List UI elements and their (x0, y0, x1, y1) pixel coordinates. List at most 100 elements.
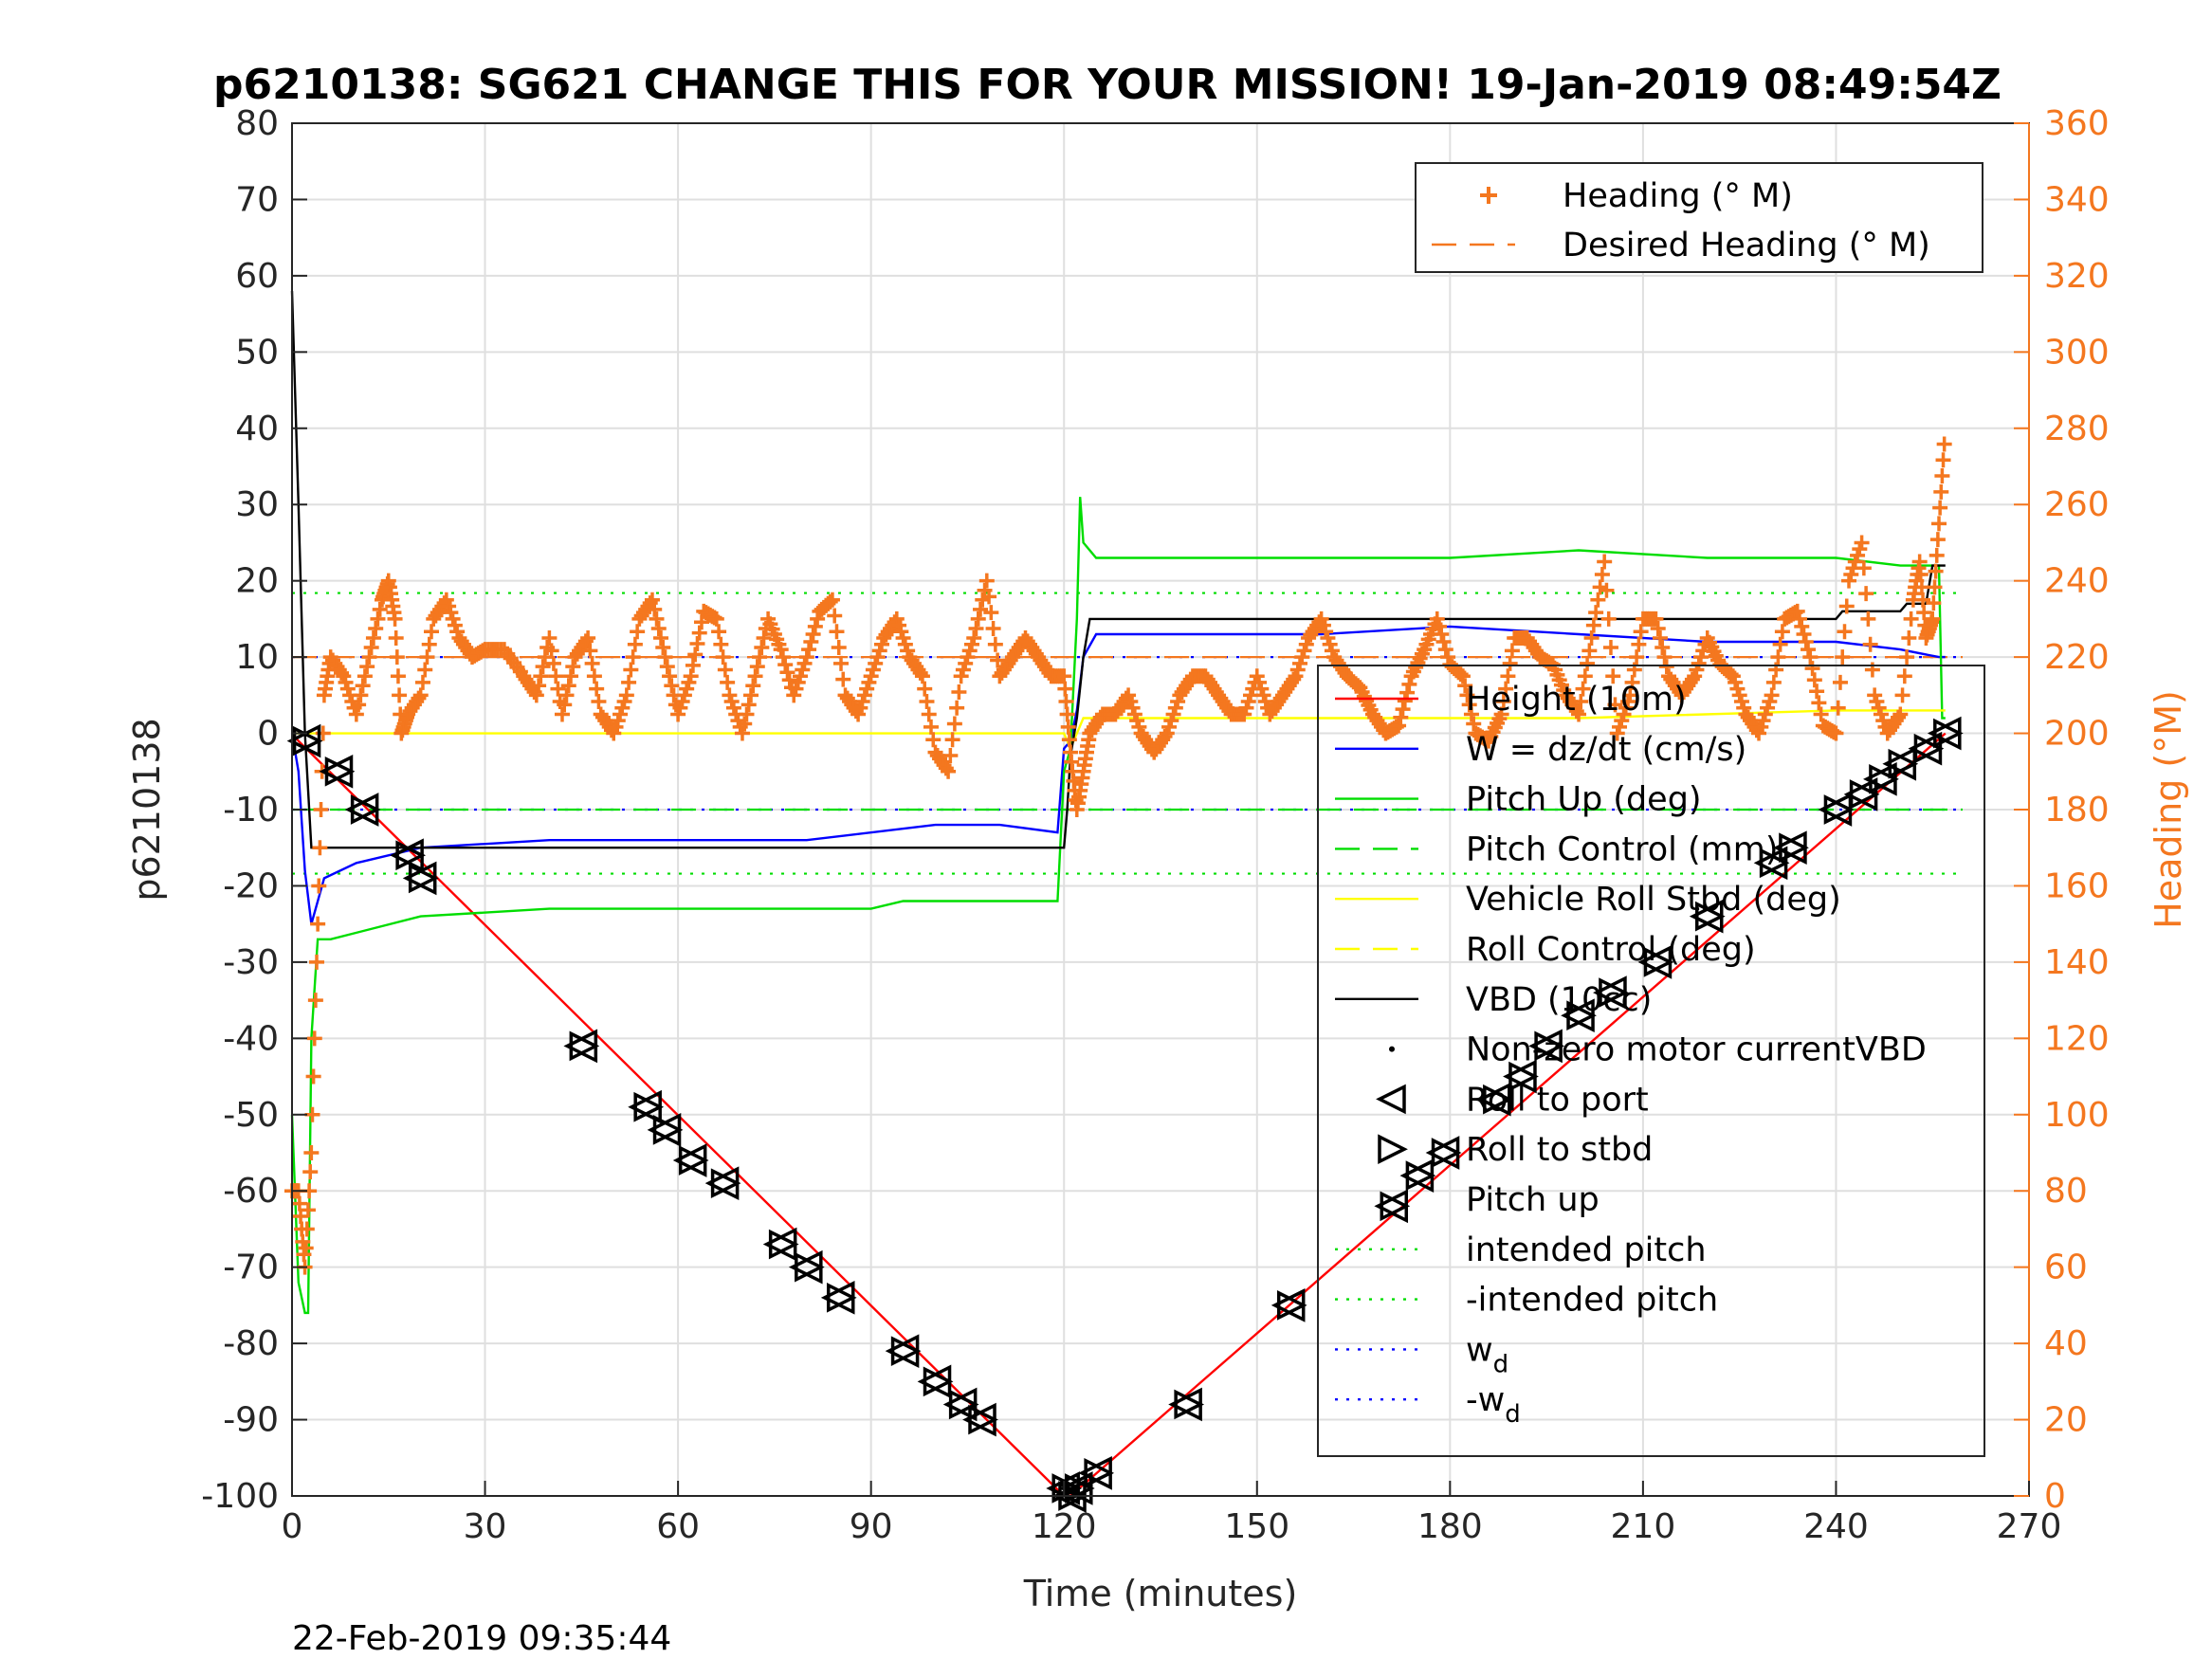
heading-point (531, 678, 547, 694)
roll-stbd-marker (395, 840, 427, 871)
heading-point (831, 640, 847, 656)
heading-point (685, 657, 701, 673)
heading-point (720, 674, 736, 690)
heading-point (1504, 643, 1520, 659)
y-left-tick-label: 10 (235, 638, 279, 677)
heading-point (805, 626, 821, 642)
x-axis-label: Time (minutes) (1023, 1573, 1298, 1614)
heading-point (938, 760, 954, 776)
heading-point (713, 636, 729, 652)
legend-top-label: Heading (° M) (1563, 177, 1793, 215)
roll-stbd-marker (408, 863, 439, 894)
heading-point (298, 1240, 314, 1256)
heading-point (655, 640, 671, 656)
roll-stbd-marker (1380, 1191, 1411, 1222)
heading-point (390, 668, 406, 684)
heading-point (302, 1164, 319, 1180)
heading-point (1925, 611, 1941, 627)
heading-point (946, 716, 962, 732)
x-tick-label: 30 (464, 1507, 507, 1546)
heading-point (754, 640, 770, 656)
y-left-tick-label: -10 (223, 791, 279, 830)
roll-markers (286, 716, 1964, 1513)
heading-point (548, 668, 564, 684)
heading-point (1792, 611, 1807, 627)
heading-point (1828, 725, 1844, 741)
heading-point (1395, 702, 1411, 718)
heading-point (545, 655, 561, 671)
heading-point (912, 665, 928, 681)
heading-point (942, 748, 959, 764)
x-tick-label: 0 (282, 1507, 303, 1546)
heading-point (1892, 706, 1909, 722)
heading-point (749, 659, 765, 675)
heading-point (563, 668, 579, 684)
legend-bottom-label: Roll to port (1466, 1081, 1649, 1119)
heading-point (1934, 468, 1950, 484)
heading-point (1764, 687, 1780, 703)
legend-swatch-tri-left (1376, 1084, 1406, 1115)
heading-point (1493, 706, 1509, 722)
heading-point (752, 649, 768, 665)
y-right-tick-label: 100 (2044, 1096, 2110, 1135)
roll-stbd-marker (1933, 718, 1964, 749)
heading-point (803, 634, 819, 650)
heading-point (807, 618, 823, 634)
heading-point (949, 700, 965, 716)
heading-point (649, 611, 665, 627)
heading-point (363, 640, 379, 656)
heading-point (951, 684, 967, 700)
heading-point (978, 573, 995, 589)
heading-point (1837, 624, 1853, 640)
legend-swatch-plus (1480, 187, 1497, 204)
heading-point (990, 652, 1006, 668)
y-left-tick-label: 70 (235, 180, 279, 219)
y-right-tick-label: 200 (2044, 715, 2110, 754)
heading-point (630, 624, 646, 640)
heading-point (1061, 732, 1077, 748)
y-right-tick-label: 300 (2044, 333, 2110, 372)
heading-point (1435, 634, 1452, 650)
heading-point (777, 657, 794, 673)
heading-point (1933, 483, 1949, 500)
heading-point (309, 954, 325, 970)
legend-bottom-label: W = dz/dt (cm/s) (1466, 731, 1746, 769)
heading-point (693, 614, 709, 630)
heading-point (717, 662, 733, 678)
heading-point (313, 802, 329, 817)
heading-point (1802, 649, 1819, 665)
heading-point (355, 678, 371, 694)
heading-point (1854, 535, 1870, 551)
roll-stbd-marker (795, 1251, 825, 1283)
heading-point (1060, 719, 1076, 735)
roll-stbd-marker (1694, 901, 1726, 932)
y-right-tick-label: 260 (2044, 485, 2110, 524)
heading-point (1461, 697, 1477, 713)
legend-bottom-label: Vehicle Roll Stbd (deg) (1466, 881, 1841, 919)
heading-point (1583, 630, 1600, 646)
heading-point (1811, 695, 1827, 711)
heading-point (917, 681, 933, 697)
heading-point (353, 687, 369, 703)
roll-stbd-marker (1084, 1458, 1115, 1488)
heading-point (1652, 630, 1668, 646)
heading-point (1911, 554, 1928, 570)
heading-point (1935, 452, 1951, 468)
legend-top-box (1415, 162, 1983, 273)
timestamp: 22-Feb-2019 09:35:44 (292, 1619, 671, 1658)
heading-point (650, 620, 667, 636)
heading-point (625, 649, 641, 665)
heading-point (1058, 694, 1074, 710)
heading-point (558, 687, 575, 703)
legend-bottom-label: Non-zero motor currentVBD (1466, 1031, 1927, 1069)
y-left-tick-label: -30 (223, 943, 279, 982)
heading-point (1650, 620, 1666, 636)
heading-point (370, 611, 386, 627)
heading-point (1928, 563, 1944, 579)
heading-point (1437, 642, 1453, 658)
heading-point (1157, 728, 1173, 744)
roll-stbd-marker (826, 1283, 857, 1313)
x-tick-label: 150 (1224, 1507, 1289, 1546)
heading-point (1658, 659, 1674, 675)
y-axis-left-label: p6210138 (126, 718, 168, 901)
